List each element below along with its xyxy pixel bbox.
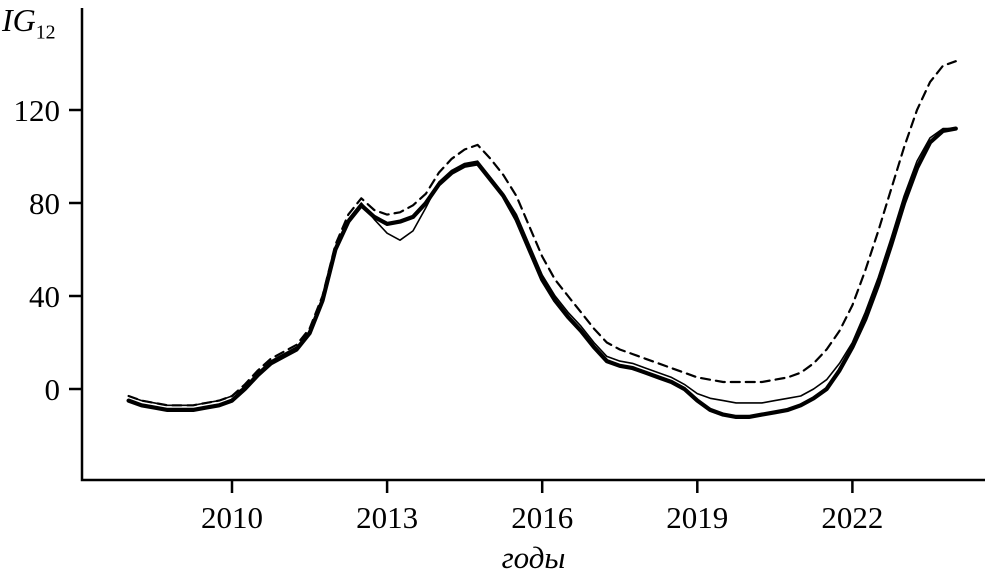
x-tick-label: 2022 bbox=[821, 500, 883, 535]
thick-solid-curve bbox=[126, 126, 958, 419]
y-axis-title-sub: 12 bbox=[35, 21, 56, 44]
thin-solid-curve bbox=[127, 127, 957, 407]
x-tick-label: 2013 bbox=[356, 500, 418, 535]
y-tick-label: 120 bbox=[14, 93, 61, 128]
x-tick-label: 2010 bbox=[201, 500, 263, 535]
y-axis-title-main: IG bbox=[2, 2, 36, 38]
y-tick-label: 0 bbox=[45, 372, 61, 407]
x-tick-label: 2019 bbox=[666, 500, 728, 535]
dashed-curve bbox=[127, 60, 957, 407]
y-tick-label: 40 bbox=[29, 279, 60, 314]
axis-spines bbox=[80, 8, 985, 482]
y-tick-label: 80 bbox=[29, 186, 60, 221]
x-tick-label: 2016 bbox=[511, 500, 573, 535]
x-axis-title: годы bbox=[501, 540, 566, 575]
y-axis-title: IG12 bbox=[2, 2, 56, 44]
